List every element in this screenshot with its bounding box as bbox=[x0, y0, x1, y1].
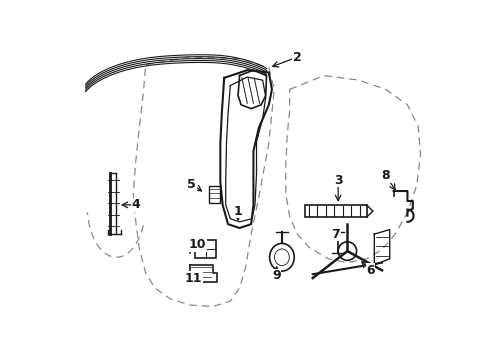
Bar bbox=[209, 186, 220, 203]
Text: 10: 10 bbox=[189, 238, 206, 251]
Text: 1: 1 bbox=[234, 204, 243, 217]
Text: 4: 4 bbox=[131, 198, 140, 211]
Text: 9: 9 bbox=[272, 269, 281, 282]
Text: 6: 6 bbox=[366, 264, 375, 277]
Text: 8: 8 bbox=[382, 169, 390, 182]
Text: 7: 7 bbox=[331, 228, 340, 240]
Text: 2: 2 bbox=[293, 50, 302, 64]
Text: 3: 3 bbox=[334, 174, 343, 187]
Text: 11: 11 bbox=[185, 271, 202, 284]
Bar bbox=[305, 205, 367, 217]
Text: 5: 5 bbox=[188, 177, 196, 190]
Bar bbox=[195, 239, 217, 258]
